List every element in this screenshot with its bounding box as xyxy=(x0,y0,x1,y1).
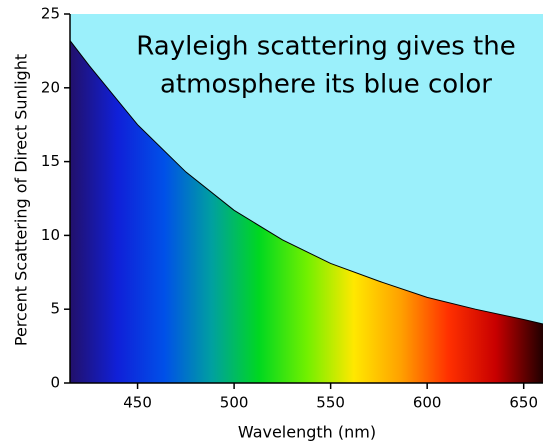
y-axis-title: Percent Scattering of Direct Sunlight xyxy=(12,54,31,346)
x-tick-label: 650 xyxy=(509,394,538,412)
y-tick-label: 15 xyxy=(41,152,60,170)
y-tick-label: 0 xyxy=(50,374,60,392)
annotation: Rayleigh scattering gives the xyxy=(136,32,515,62)
y-tick-label: 5 xyxy=(50,300,60,318)
y-tick-label: 25 xyxy=(41,5,60,23)
curve xyxy=(69,40,544,325)
x-tick-label: 500 xyxy=(220,394,249,412)
x-tick-label: 450 xyxy=(123,394,152,412)
area xyxy=(70,40,543,384)
annotation: atmosphere its blue color xyxy=(160,70,492,100)
y-tick-label: 10 xyxy=(41,226,60,244)
x-tick-label: 550 xyxy=(316,394,345,412)
x-axis-title: Wavelength (nm) xyxy=(238,423,376,442)
y-tick-label: 20 xyxy=(41,78,60,96)
x-tick-label: 600 xyxy=(413,394,442,412)
